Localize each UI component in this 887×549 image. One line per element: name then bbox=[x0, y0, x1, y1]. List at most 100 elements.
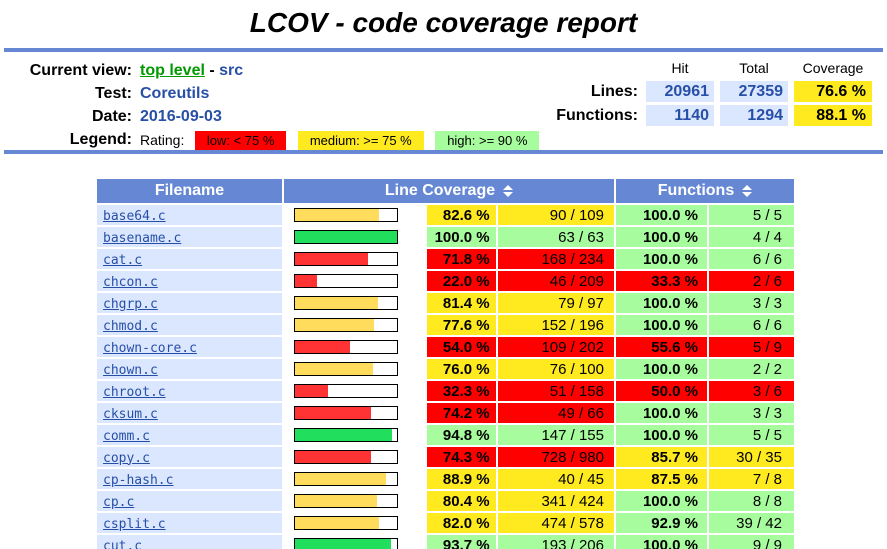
function-coverage-ratio: 2 / 2 bbox=[709, 359, 794, 379]
coverage-bar-fill bbox=[295, 407, 371, 419]
coverage-bar bbox=[294, 230, 398, 244]
file-link[interactable]: chown-core.c bbox=[103, 340, 197, 356]
line-coverage-ratio: 147 / 155 bbox=[497, 425, 614, 445]
lines-label: Lines: bbox=[590, 82, 638, 100]
function-coverage-percent: 100.0 % bbox=[616, 535, 707, 549]
test-label: Test: bbox=[94, 85, 132, 102]
line-coverage-ratio: 76 / 100 bbox=[497, 359, 614, 379]
table-row: cat.c 71.8 % 168 / 234 100.0 % 6 / 6 bbox=[97, 249, 794, 269]
line-coverage-percent: 82.6 % bbox=[427, 205, 496, 225]
coverage-bar-cell bbox=[284, 447, 426, 467]
file-link[interactable]: chmod.c bbox=[103, 318, 158, 334]
line-coverage-percent: 94.8 % bbox=[427, 425, 496, 445]
top-level-link[interactable]: top level bbox=[140, 62, 205, 79]
functions-label: Functions: bbox=[556, 106, 638, 124]
column-header-filename[interactable]: Filename bbox=[97, 179, 282, 203]
column-header-line-coverage[interactable]: Line Coverage bbox=[284, 179, 614, 203]
stats-functions-row: Functions: 1140 1294 88.1 % bbox=[556, 105, 872, 126]
function-coverage-ratio: 5 / 5 bbox=[709, 425, 794, 445]
table-row: basename.c 100.0 % 63 / 63 100.0 % 4 / 4 bbox=[97, 227, 794, 247]
function-coverage-percent: 55.6 % bbox=[616, 337, 707, 357]
coverage-bar bbox=[294, 208, 398, 222]
function-coverage-ratio: 3 / 6 bbox=[709, 381, 794, 401]
coverage-bar-cell bbox=[284, 293, 426, 313]
legend-high-badge: high: >= 90 % bbox=[435, 130, 540, 150]
coverage-bar-cell bbox=[284, 227, 426, 247]
column-header-functions[interactable]: Functions bbox=[616, 179, 794, 203]
function-coverage-percent: 100.0 % bbox=[616, 491, 707, 511]
table-row: cp.c 80.4 % 341 / 424 100.0 % 8 / 8 bbox=[97, 491, 794, 511]
table-row: chown-core.c 54.0 % 109 / 202 55.6 % 5 / 9 bbox=[97, 337, 794, 357]
file-link[interactable]: chcon.c bbox=[103, 274, 158, 290]
file-link[interactable]: chgrp.c bbox=[103, 296, 158, 312]
coverage-bar-fill bbox=[295, 209, 380, 221]
table-row: comm.c 94.8 % 147 / 155 100.0 % 5 / 5 bbox=[97, 425, 794, 445]
coverage-bar-fill bbox=[295, 385, 328, 397]
coverage-bar bbox=[294, 538, 398, 549]
file-link[interactable]: copy.c bbox=[103, 450, 150, 466]
line-coverage-ratio: 152 / 196 bbox=[497, 315, 614, 335]
sort-updown-icon[interactable] bbox=[742, 184, 753, 197]
legend-label: Legend: bbox=[69, 131, 132, 148]
line-coverage-percent: 88.9 % bbox=[427, 469, 496, 489]
functions-coverage: 88.1 % bbox=[794, 105, 872, 126]
coverage-bar bbox=[294, 252, 398, 266]
table-row: cp-hash.c 88.9 % 40 / 45 87.5 % 7 / 8 bbox=[97, 469, 794, 489]
coverage-bar bbox=[294, 406, 398, 420]
line-coverage-ratio: 79 / 97 bbox=[497, 293, 614, 313]
file-link[interactable]: basename.c bbox=[103, 230, 182, 246]
function-coverage-percent: 100.0 % bbox=[616, 315, 707, 335]
file-link[interactable]: cp-hash.c bbox=[103, 472, 174, 488]
coverage-bar-fill bbox=[295, 517, 379, 529]
file-link[interactable]: cp.c bbox=[103, 494, 135, 510]
function-coverage-percent: 100.0 % bbox=[616, 249, 707, 269]
legend-medium-badge: medium: >= 75 % bbox=[297, 130, 424, 150]
table-row: csplit.c 82.0 % 474 / 578 92.9 % 39 / 42 bbox=[97, 513, 794, 533]
file-link[interactable]: csplit.c bbox=[103, 516, 166, 532]
function-coverage-ratio: 4 / 4 bbox=[709, 227, 794, 247]
function-coverage-percent: 92.9 % bbox=[616, 513, 707, 533]
filename-cell: chcon.c bbox=[97, 271, 282, 291]
function-coverage-percent: 33.3 % bbox=[616, 271, 707, 291]
line-coverage-ratio: 40 / 45 bbox=[497, 469, 614, 489]
function-coverage-ratio: 3 / 3 bbox=[709, 403, 794, 423]
filename-cell: chgrp.c bbox=[97, 293, 282, 313]
file-link[interactable]: chown.c bbox=[103, 362, 158, 378]
line-coverage-ratio: 109 / 202 bbox=[497, 337, 614, 357]
coverage-bar-cell bbox=[284, 337, 426, 357]
line-coverage-ratio: 168 / 234 bbox=[497, 249, 614, 269]
file-link[interactable]: cksum.c bbox=[103, 406, 158, 422]
coverage-bar bbox=[294, 450, 398, 464]
coverage-bar-fill bbox=[295, 341, 351, 353]
file-link[interactable]: cut.c bbox=[103, 538, 143, 549]
function-coverage-percent: 85.7 % bbox=[616, 447, 707, 467]
top-ruler bbox=[4, 48, 883, 52]
coverage-bar bbox=[294, 516, 398, 530]
function-coverage-ratio: 8 / 8 bbox=[709, 491, 794, 511]
filename-cell: cut.c bbox=[97, 535, 282, 549]
coverage-bar-cell bbox=[284, 271, 426, 291]
coverage-bar bbox=[294, 362, 398, 376]
table-row: chcon.c 22.0 % 46 / 209 33.3 % 2 / 6 bbox=[97, 271, 794, 291]
table-row: chmod.c 77.6 % 152 / 196 100.0 % 6 / 6 bbox=[97, 315, 794, 335]
file-link[interactable]: comm.c bbox=[103, 428, 150, 444]
report-meta: Current view: top level - src Test: Core… bbox=[0, 58, 546, 153]
filename-cell: chmod.c bbox=[97, 315, 282, 335]
summary-stats: Hit Total Coverage Lines: 20961 27359 76… bbox=[550, 54, 878, 129]
filename-cell: base64.c bbox=[97, 205, 282, 225]
table-row: chgrp.c 81.4 % 79 / 97 100.0 % 3 / 3 bbox=[97, 293, 794, 313]
filename-cell: cp.c bbox=[97, 491, 282, 511]
line-coverage-ratio: 341 / 424 bbox=[497, 491, 614, 511]
file-link[interactable]: chroot.c bbox=[103, 384, 166, 400]
coverage-bar-cell bbox=[284, 205, 426, 225]
coverage-bar bbox=[294, 472, 398, 486]
file-link[interactable]: base64.c bbox=[103, 208, 166, 224]
sort-updown-icon[interactable] bbox=[503, 184, 514, 197]
coverage-bar-cell bbox=[284, 249, 426, 269]
coverage-bar-fill bbox=[295, 275, 318, 287]
line-coverage-percent: 82.0 % bbox=[427, 513, 496, 533]
file-link[interactable]: cat.c bbox=[103, 252, 143, 268]
coverage-bar-fill bbox=[295, 473, 386, 485]
functions-hit: 1140 bbox=[646, 105, 714, 126]
filename-cell: chown.c bbox=[97, 359, 282, 379]
